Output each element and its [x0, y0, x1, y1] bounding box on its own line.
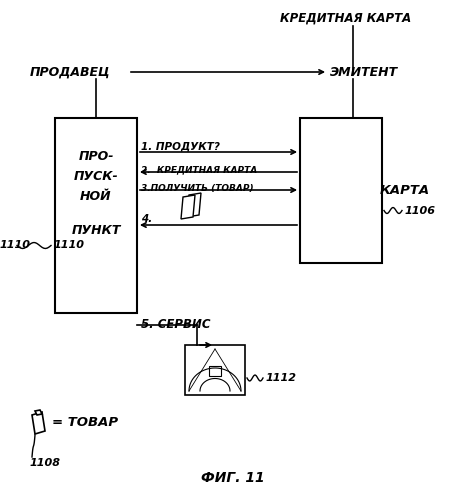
Text: 3.ПОЛУЧИТЬ (ТОВАР): 3.ПОЛУЧИТЬ (ТОВАР)	[141, 184, 254, 192]
Text: 4.: 4.	[141, 214, 152, 224]
Text: 1110: 1110	[0, 240, 31, 250]
Text: 1108: 1108	[30, 458, 61, 468]
Text: ФИГ. 11: ФИГ. 11	[201, 471, 265, 485]
Text: 1112: 1112	[266, 373, 297, 383]
Bar	[300, 118, 382, 263]
Polygon shape	[181, 195, 195, 219]
Text: 5. СЕРВИС: 5. СЕРВИС	[141, 318, 211, 332]
Bar	[55, 118, 137, 313]
Text: = ТОВАР: = ТОВАР	[52, 416, 118, 430]
Text: 1106: 1106	[405, 206, 436, 216]
Polygon shape	[187, 193, 201, 217]
Polygon shape	[32, 412, 45, 434]
Text: ПРО-: ПРО-	[78, 150, 114, 162]
Text: 1110: 1110	[54, 240, 85, 250]
Bar	[209, 366, 221, 376]
Text: КРЕДИТНАЯ КАРТА: КРЕДИТНАЯ КАРТА	[280, 12, 411, 24]
Text: ЭМИТЕНТ: ЭМИТЕНТ	[330, 66, 398, 78]
Text: 1. ПРОДУКТ?: 1. ПРОДУКТ?	[141, 141, 220, 151]
Polygon shape	[35, 410, 42, 415]
Bar	[185, 345, 245, 395]
Text: КАРТА: КАРТА	[380, 184, 430, 197]
Text: ПУСК-: ПУСК-	[74, 170, 118, 182]
Text: ПУНКТ: ПУНКТ	[71, 224, 121, 236]
Text: НОЙ: НОЙ	[80, 190, 112, 202]
Text: ПРОДАВЕЦ: ПРОДАВЕЦ	[30, 66, 110, 78]
Text: 2.  КРЕДИТНАЯ КАРТА: 2. КРЕДИТНАЯ КАРТА	[141, 166, 257, 174]
